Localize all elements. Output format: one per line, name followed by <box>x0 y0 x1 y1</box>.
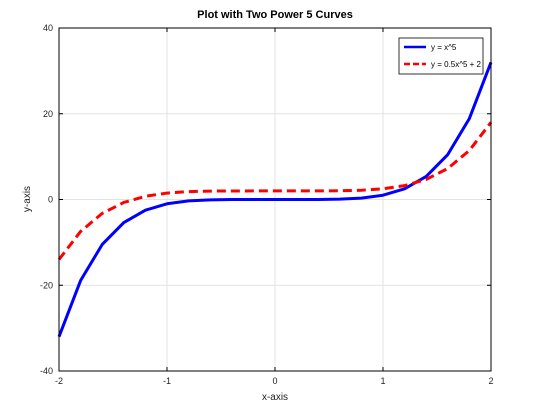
y-tick-label: 20 <box>43 109 53 119</box>
x-tick-label: 1 <box>380 376 385 386</box>
legend: y = x^5 y = 0.5x^5 + 2 <box>398 37 484 75</box>
chart-title: Plot with Two Power 5 Curves <box>197 9 353 21</box>
series-line-2 <box>57 121 493 261</box>
y-tick-label: 40 <box>43 23 53 33</box>
y-tick-label: -20 <box>40 280 53 290</box>
legend-label-series-2: y = 0.5x^5 + 2 <box>431 60 482 69</box>
x-tick-label: 0 <box>272 376 277 386</box>
x-axis-label: x-axis <box>262 392 288 403</box>
y-tick-label: 0 <box>48 195 53 205</box>
x-tick-label: 2 <box>488 376 493 386</box>
axis-ticks: -2 -1 0 1 2 -40 -20 0 20 40 <box>40 23 494 386</box>
x-tick-label: -2 <box>55 376 63 386</box>
legend-box <box>398 37 484 75</box>
y-tick-label: -40 <box>40 366 53 376</box>
plot-lines <box>57 61 493 338</box>
y-axis-label: y-axis <box>22 186 33 212</box>
x-tick-label: -1 <box>163 376 171 386</box>
legend-label-series-1: y = x^5 <box>431 43 457 52</box>
